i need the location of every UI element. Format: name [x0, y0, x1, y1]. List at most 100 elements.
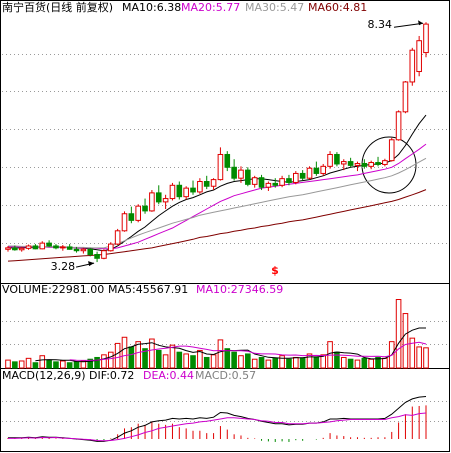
- candle-body: [114, 230, 121, 245]
- volume-bar: [279, 355, 285, 369]
- volume-bar: [368, 358, 374, 369]
- candle-body: [155, 192, 162, 203]
- candle-body: [176, 184, 183, 198]
- candle-body: [238, 169, 244, 179]
- candle-body: [293, 172, 299, 183]
- volume-bar: [121, 336, 128, 369]
- volume-bar: [293, 356, 299, 369]
- volume-bar: [149, 338, 155, 369]
- volume-bar: [210, 354, 217, 369]
- candle-body: [39, 242, 46, 250]
- candle-body: [142, 205, 148, 212]
- candle-body: [107, 243, 114, 252]
- annotation-arrow: [393, 22, 424, 28]
- volume-bar: [245, 353, 251, 369]
- candle-body: [135, 205, 141, 221]
- candle-body: [66, 246, 73, 250]
- candle-body: [327, 153, 333, 167]
- candle-body: [306, 167, 313, 179]
- volume-bar: [382, 357, 388, 369]
- volume-bar: [361, 357, 368, 369]
- volume-bar: [18, 360, 25, 369]
- volume-bar: [190, 355, 196, 369]
- volume-bar: [169, 344, 176, 369]
- volume-bar: [73, 361, 80, 369]
- candle-body: [203, 181, 210, 187]
- candle-body: [375, 162, 381, 165]
- ma-line: [8, 412, 427, 442]
- volume-bar: [224, 348, 231, 369]
- candle-body: [382, 160, 388, 165]
- volume-bar: [87, 358, 94, 369]
- candle-body: [101, 250, 107, 259]
- volume-bar: [286, 358, 292, 369]
- volume-bar: [375, 356, 381, 369]
- volume-bar: [114, 342, 121, 369]
- volume-bar: [251, 358, 258, 369]
- volume-bar: [197, 349, 203, 369]
- ma-line: [8, 157, 427, 249]
- candle-body: [53, 245, 59, 249]
- candle-body: [258, 177, 265, 188]
- annotation: $: [271, 264, 279, 277]
- volume-bar: [265, 359, 272, 369]
- candle-body: [395, 111, 402, 141]
- volume-bar: [217, 339, 224, 369]
- candle-body: [313, 167, 320, 174]
- candle-body: [245, 169, 251, 185]
- candle-body: [80, 248, 87, 252]
- volume-bar: [66, 362, 73, 369]
- volume-bar: [183, 353, 189, 369]
- volume-bar: [347, 358, 354, 369]
- volume-bar: [423, 347, 429, 369]
- candle-body: [251, 177, 258, 185]
- legend-entry: MA20:5.77: [181, 1, 240, 14]
- volume-bar: [402, 313, 409, 369]
- candle-body: [73, 248, 80, 252]
- volume-bar: [32, 362, 39, 369]
- volume-bar: [313, 356, 320, 369]
- candle-body: [361, 162, 368, 167]
- volume-bar: [12, 361, 18, 369]
- volume-bar: [306, 353, 313, 369]
- volume-bar: [60, 360, 66, 369]
- arrow-head: [88, 261, 95, 267]
- volume-bar: [25, 357, 32, 369]
- candle-body: [169, 184, 176, 200]
- legend-entry: MA10:27346.59: [196, 283, 283, 296]
- panel-title: VOLUME:22981.00: [2, 283, 104, 296]
- legend-entry: MACD:0.57: [195, 369, 256, 382]
- volume-bar: [320, 354, 327, 369]
- candle-body: [5, 247, 11, 250]
- volume-bar: [231, 351, 237, 369]
- volume-bar: [409, 337, 416, 369]
- candle-body: [286, 178, 292, 183]
- candle-body: [340, 161, 347, 165]
- candle-body: [197, 181, 203, 193]
- volume-bar: [395, 299, 402, 369]
- candle-body: [87, 248, 94, 256]
- volume-bar: [128, 346, 135, 369]
- candle-body: [60, 246, 66, 249]
- legend-entry: MA5:45567.91: [108, 283, 188, 296]
- volume-bar: [39, 355, 46, 369]
- volume-bar: [340, 356, 347, 369]
- candle-body: [368, 162, 374, 167]
- volume-bar: [5, 359, 11, 369]
- volume-bar: [258, 356, 265, 369]
- candle-body: [128, 213, 135, 221]
- volume-bar: [107, 351, 114, 369]
- legend-entry: DIF:0.72: [89, 369, 134, 382]
- volume-bar: [53, 361, 59, 369]
- panel-title: 南宁百货(日线 前复权): [2, 0, 113, 14]
- volume-bar: [101, 354, 107, 369]
- annotation: 8.34: [368, 18, 393, 31]
- candle-body: [25, 245, 32, 249]
- volume-bar: [80, 360, 87, 369]
- volume-bar: [94, 356, 100, 369]
- candle-body: [334, 153, 340, 165]
- legend-entry: MA10:6.38: [122, 1, 181, 14]
- arrow-head: [418, 20, 423, 26]
- candle-body: [94, 254, 100, 259]
